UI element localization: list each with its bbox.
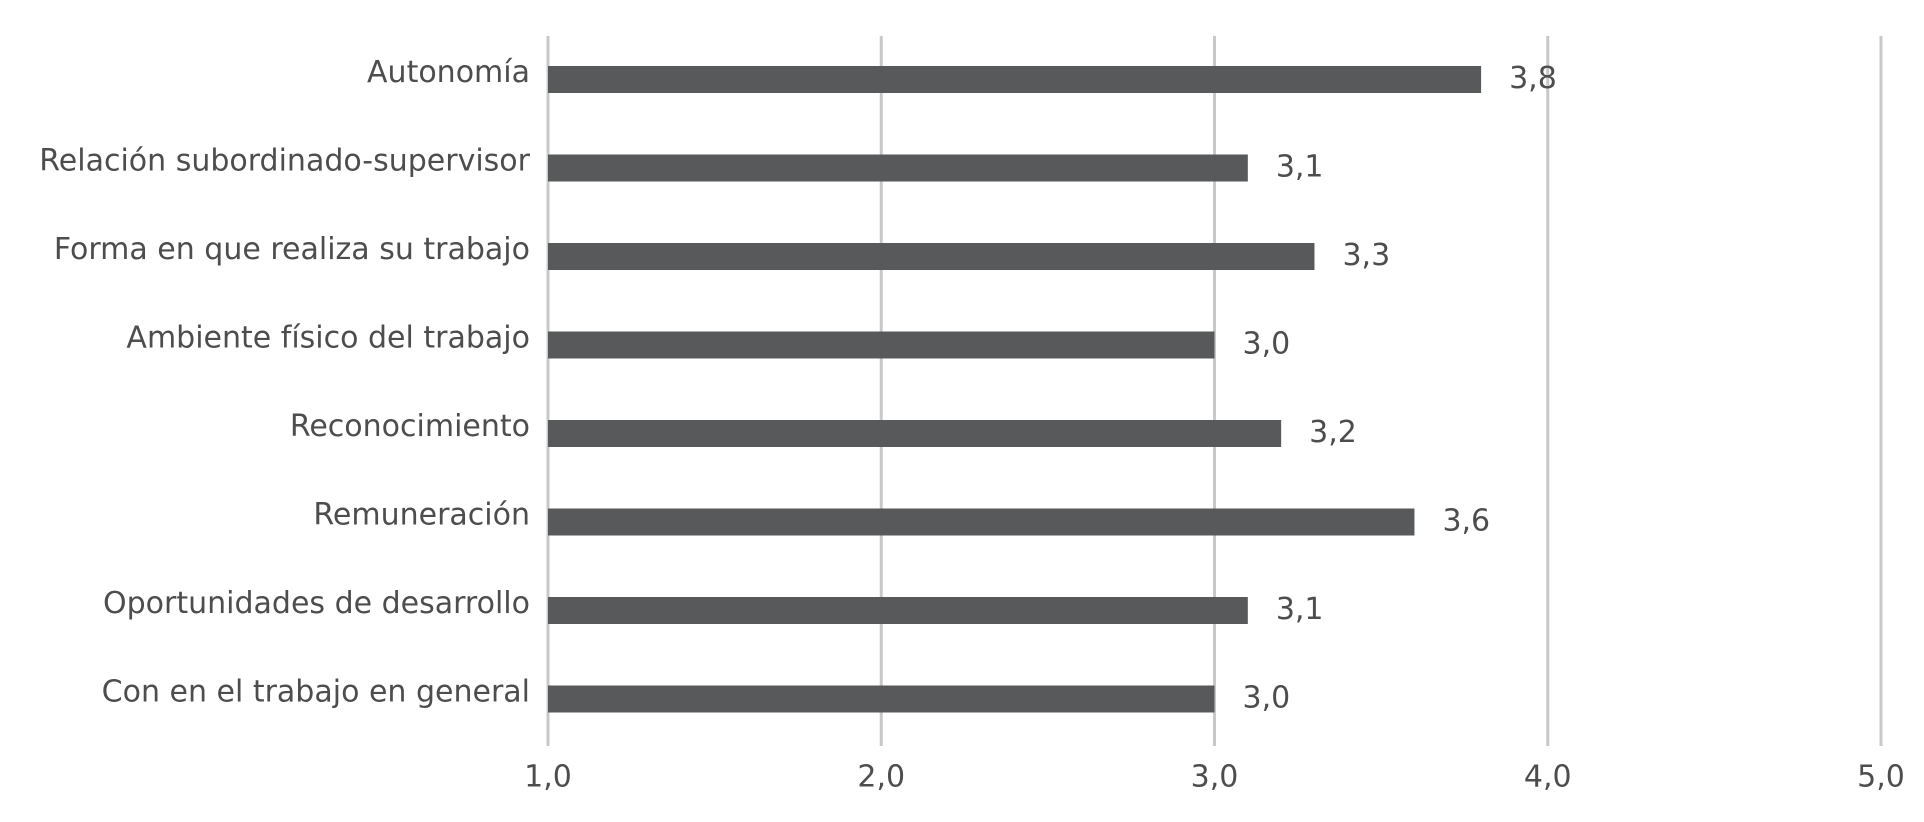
bar xyxy=(548,243,1315,270)
bar xyxy=(548,420,1282,447)
value-label: 3,1 xyxy=(1276,150,1324,185)
y-tick-label: Forma en que realiza su trabajo xyxy=(54,232,530,267)
value-label: 3,1 xyxy=(1276,592,1324,627)
x-tick-label: 2,0 xyxy=(857,760,905,795)
bar xyxy=(548,685,1215,713)
value-label: 3,0 xyxy=(1243,327,1291,362)
y-tick-label: Oportunidades de desarrollo xyxy=(103,586,530,621)
value-label: 3,8 xyxy=(1509,61,1557,96)
x-tick-label: 4,0 xyxy=(1524,760,1572,795)
y-tick-label: Con en el trabajo en general xyxy=(102,675,530,710)
bar xyxy=(548,597,1248,624)
x-tick-label: 3,0 xyxy=(1191,760,1239,795)
x-tick-label: 5,0 xyxy=(1857,760,1905,795)
y-tick-label: Autonomía xyxy=(367,55,530,90)
bar xyxy=(548,508,1415,536)
value-label: 3,0 xyxy=(1243,681,1291,716)
y-tick-label: Relación subordinado-supervisor xyxy=(39,144,530,179)
x-tick-label: 1,0 xyxy=(524,760,572,795)
y-tick-label: Reconocimiento xyxy=(290,409,530,444)
y-tick-label: Remuneración xyxy=(313,498,530,533)
value-label: 3,6 xyxy=(1442,504,1490,539)
value-label: 3,3 xyxy=(1342,238,1390,273)
bar xyxy=(548,331,1215,359)
y-tick-label: Ambiente físico del trabajo xyxy=(126,321,530,356)
bar xyxy=(548,66,1482,93)
bar xyxy=(548,154,1248,182)
value-label: 3,2 xyxy=(1309,415,1357,450)
